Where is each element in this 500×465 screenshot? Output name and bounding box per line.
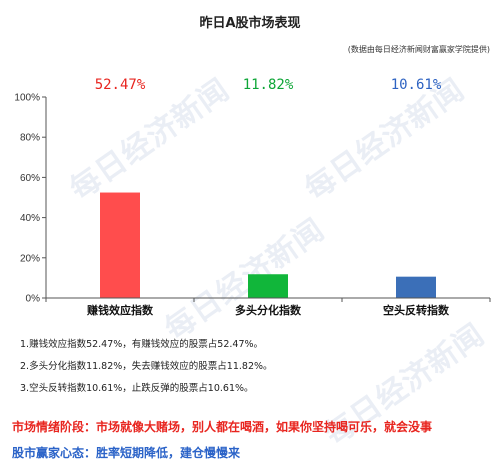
y-tick-label: 20% <box>20 253 40 264</box>
value-label: 10.61% <box>391 77 442 93</box>
x-axis: 赚钱效应指数 多头分化指数 空头反转指数 <box>45 297 491 317</box>
bars <box>100 192 436 298</box>
y-tick-label: 0% <box>26 294 41 305</box>
value-labels: 52.47% 11.82% 10.61% <box>95 77 442 93</box>
note-item: 3.空头反转指数10.61%，止跌反弹的股票占10.61%。 <box>20 383 254 394</box>
note-item: 1.赚钱效应指数52.47%，有赚钱效应的股票占52.47%。 <box>20 339 264 350</box>
market-stage-text: 市场情绪阶段：市场就像大赌场，别人都在喝酒，如果你坚持喝可乐，就会没事 <box>12 420 433 434</box>
bar-chart: 52.47% 11.82% 10.61% 0% 20% 40% 60% 80% 100% 赚钱… <box>14 77 491 317</box>
y-tick-label: 100% <box>14 93 40 104</box>
x-category-label: 空头反转指数 <box>383 303 450 317</box>
data-source-note: (数据由每日经济新闻财富赢家学院提供) <box>347 45 490 54</box>
value-label: 52.47% <box>95 77 146 93</box>
y-tick-label: 60% <box>20 173 40 184</box>
page-title: 昨日A股市场表现 <box>199 16 301 31</box>
bar <box>100 192 140 298</box>
notes-list: 1.赚钱效应指数52.47%，有赚钱效应的股票占52.47%。 2.多头分化指数… <box>20 334 273 400</box>
bar <box>396 276 436 298</box>
value-label: 11.82% <box>243 77 294 93</box>
x-category-label: 多头分化指数 <box>235 303 302 317</box>
bar <box>248 274 288 298</box>
note-item: 2.多头分化指数11.82%，失去赚钱效应的股票占11.82%。 <box>20 361 273 372</box>
y-tick-label: 40% <box>20 213 40 224</box>
investor-mood-text: 股市赢家心态：胜率短期降低，建仓慢慢来 <box>12 446 241 460</box>
y-tick-label: 80% <box>20 133 40 144</box>
x-category-label: 赚钱效应指数 <box>86 303 154 317</box>
y-axis: 0% 20% 40% 60% 80% 100% <box>14 93 47 305</box>
